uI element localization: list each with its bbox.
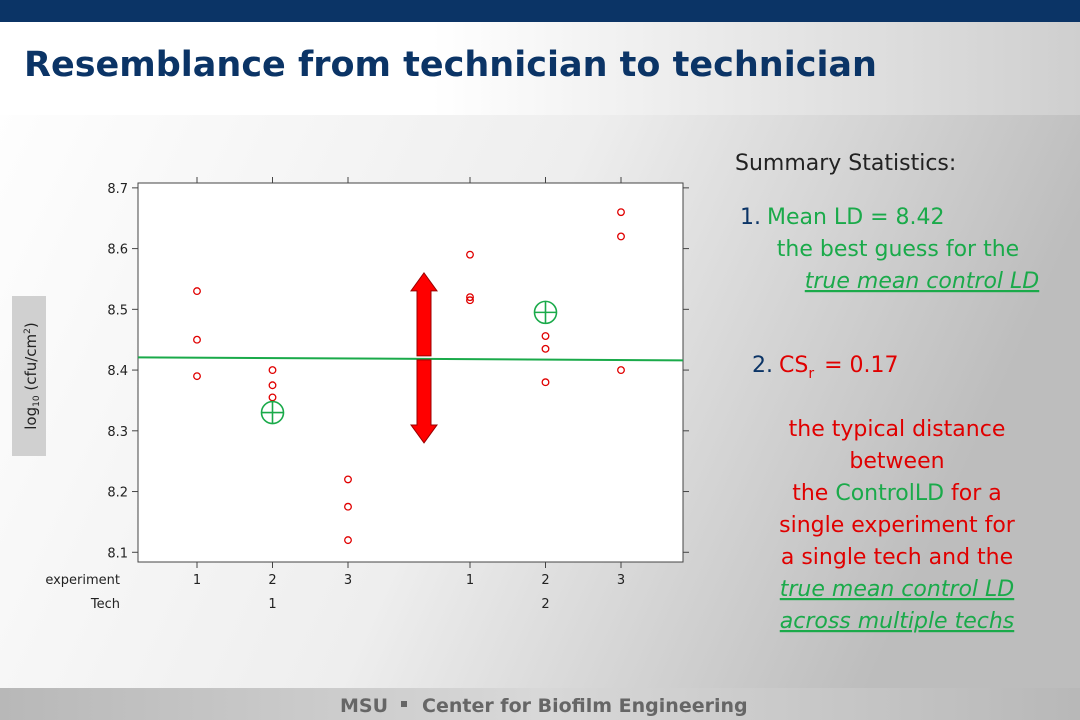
- data-point: [541, 378, 550, 387]
- data-point: [193, 287, 201, 296]
- item2-number: 2.: [752, 353, 773, 378]
- data-point: [541, 344, 550, 353]
- y-tick-label: 8.6: [107, 243, 128, 258]
- item2-sub: r: [808, 366, 814, 382]
- item1-number: 1.: [740, 205, 761, 230]
- x-tick-label: 2: [268, 573, 276, 588]
- x-tick-label: 1: [193, 573, 201, 588]
- item1-line: the best guess for the: [777, 237, 1019, 262]
- data-point: [541, 332, 550, 341]
- data-point: [617, 366, 625, 375]
- data-point: [344, 502, 352, 511]
- data-point: [268, 366, 277, 375]
- x-tick-label: 1: [466, 573, 474, 588]
- row-label: experiment: [45, 573, 120, 588]
- footer-org: MSU: [340, 695, 388, 717]
- y-label-part: ): [22, 322, 40, 328]
- item1-text: Mean LD = 8.42: [767, 205, 945, 230]
- data-point: [193, 335, 201, 344]
- y-label-part: (cfu/cm: [22, 334, 40, 396]
- x-tick-label: 3: [617, 573, 625, 588]
- data-point: [344, 475, 352, 484]
- desc-line: between: [849, 449, 944, 474]
- x-tick-label: 2: [541, 573, 549, 588]
- y-label-part: log: [22, 407, 40, 430]
- desc-part: the: [792, 481, 835, 506]
- data-point: [193, 372, 201, 381]
- row-label: Tech: [90, 597, 120, 612]
- item1-line: true mean control LD: [805, 269, 1039, 294]
- mean-line: [137, 356, 684, 362]
- y-tick-label: 8.4: [107, 364, 128, 379]
- header: [0, 22, 1080, 115]
- desc-underlined: across multiple techs: [780, 609, 1015, 634]
- footer-bar: [0, 688, 1080, 720]
- desc-line: single experiment for: [779, 513, 1016, 538]
- desc-part: for a: [944, 481, 1002, 506]
- plot-frame: [137, 182, 684, 563]
- y-tick-label: 8.7: [107, 182, 128, 197]
- title: Resemblance from technician to technicia…: [24, 45, 877, 85]
- data-point: [466, 296, 474, 305]
- y-label-sup: 2: [23, 328, 33, 334]
- item2: 2. CSr = 0.17: [752, 353, 899, 382]
- data-point: [617, 232, 625, 241]
- y-tick-label: 8.3: [107, 425, 128, 440]
- desc-mixed: the ControlLD for a: [792, 481, 1002, 506]
- y-label-sub: 10: [32, 395, 42, 407]
- y-tick-label: 8.5: [107, 303, 128, 318]
- footer-dot: [401, 701, 407, 707]
- y-label-box: [12, 296, 46, 456]
- y-label: log10 (cfu/cm2): [22, 322, 42, 430]
- data-point: [344, 536, 352, 545]
- y-tick-label: 8.2: [107, 486, 128, 501]
- tech-label: 2: [541, 597, 549, 612]
- data-point: [268, 393, 277, 402]
- footer-center: Center for Biofilm Engineering: [422, 695, 748, 717]
- desc-underlined: true mean control LD: [780, 577, 1014, 602]
- tech-mean: [533, 300, 558, 325]
- desc-line: the typical distance: [789, 417, 1006, 442]
- x-tick-label: 3: [344, 573, 352, 588]
- data-point: [617, 208, 625, 217]
- summary-heading: Summary Statistics:: [735, 151, 956, 176]
- desc-line: a single tech and the: [781, 545, 1013, 570]
- data-point: [466, 293, 474, 302]
- top-bar: [0, 0, 1080, 22]
- desc-part: ControlLD: [835, 481, 944, 506]
- arrow: [410, 272, 438, 444]
- tech-mean: [260, 400, 285, 425]
- tech-label: 1: [268, 597, 276, 612]
- data-point: [466, 250, 474, 259]
- data-point: [268, 381, 277, 390]
- item1: 1. Mean LD = 8.42: [740, 205, 945, 230]
- item2-cs: CS: [779, 353, 808, 378]
- y-tick-label: 8.1: [107, 546, 128, 561]
- item2-value: = 0.17: [824, 353, 898, 378]
